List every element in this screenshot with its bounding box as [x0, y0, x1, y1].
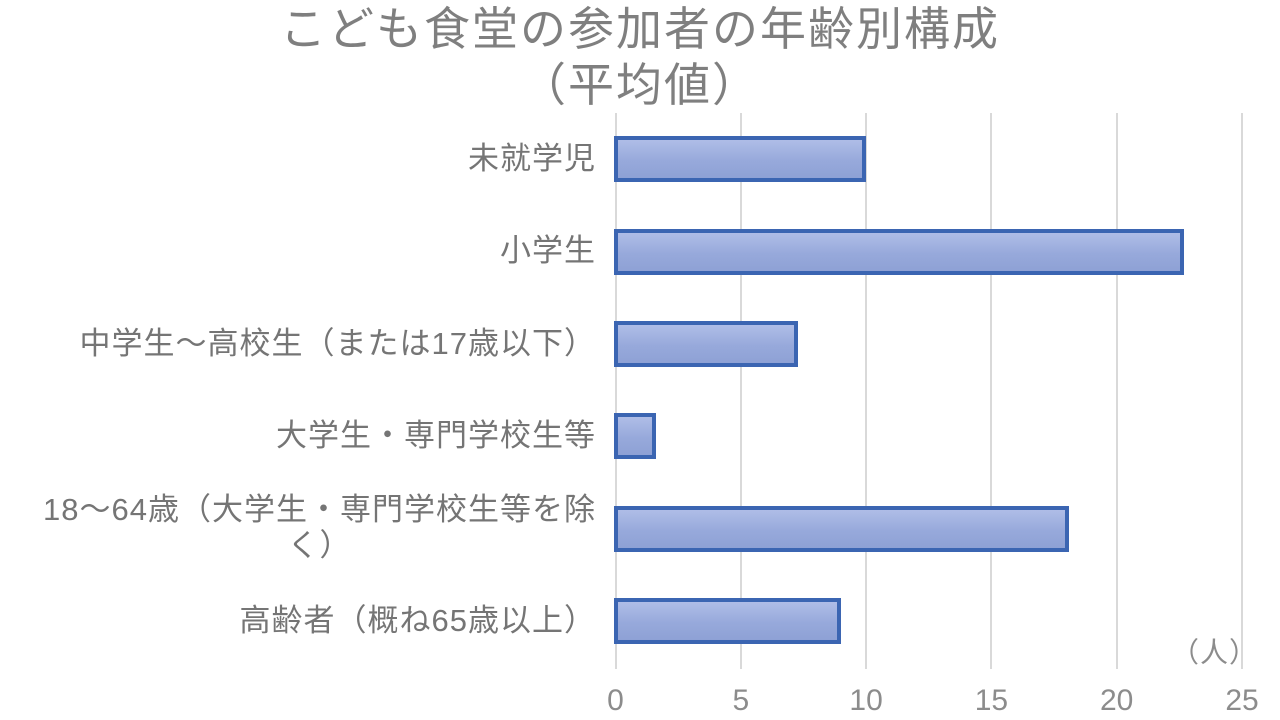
x-axis-tick-label: 5 [732, 684, 750, 717]
bar [614, 320, 799, 367]
bar [614, 505, 1070, 552]
category-label-cell: 小学生 [0, 205, 596, 297]
category-label: 未就学児 [468, 141, 596, 177]
category-label-cell: 18～64歳（大学生・専門学校生等を除 く） [0, 482, 596, 574]
category-label: 大学生・専門学校生等 [276, 418, 596, 454]
gridline [990, 113, 993, 669]
bar [614, 413, 656, 460]
chart-title: こども食堂の参加者の年齢別構成 [280, 3, 1000, 55]
category-label-cell: 大学生・専門学校生等 [0, 390, 596, 482]
gridline [614, 113, 617, 669]
category-label-cell: 未就学児 [0, 113, 596, 205]
bar [614, 228, 1185, 275]
category-label-cell: 中学生～高校生（または17歳以下） [0, 298, 596, 390]
category-label: 中学生～高校生（または17歳以下） [79, 325, 596, 361]
bar [614, 597, 842, 644]
x-axis-tick-label: 20 [1100, 684, 1134, 717]
chart-subtitle: （平均値） [520, 59, 760, 111]
gridline [739, 113, 742, 669]
gridline [865, 113, 868, 669]
gridline [1241, 113, 1243, 669]
x-axis-tick-label: 0 [607, 684, 624, 717]
category-label: 高齢者（概ね65歳以上） [239, 602, 596, 638]
x-axis-unit-label: （人） [1170, 637, 1258, 668]
gridline [1115, 113, 1118, 669]
bar [614, 136, 867, 183]
category-label-cell: 高齢者（概ね65歳以上） [0, 575, 596, 667]
category-label: 18～64歳（大学生・専門学校生等を除 く） [43, 492, 596, 564]
x-axis-tick-label: 25 [1225, 684, 1259, 717]
category-label: 小学生 [500, 233, 596, 269]
x-axis-tick-label: 10 [849, 684, 883, 717]
x-axis-tick-label: 15 [974, 684, 1009, 717]
